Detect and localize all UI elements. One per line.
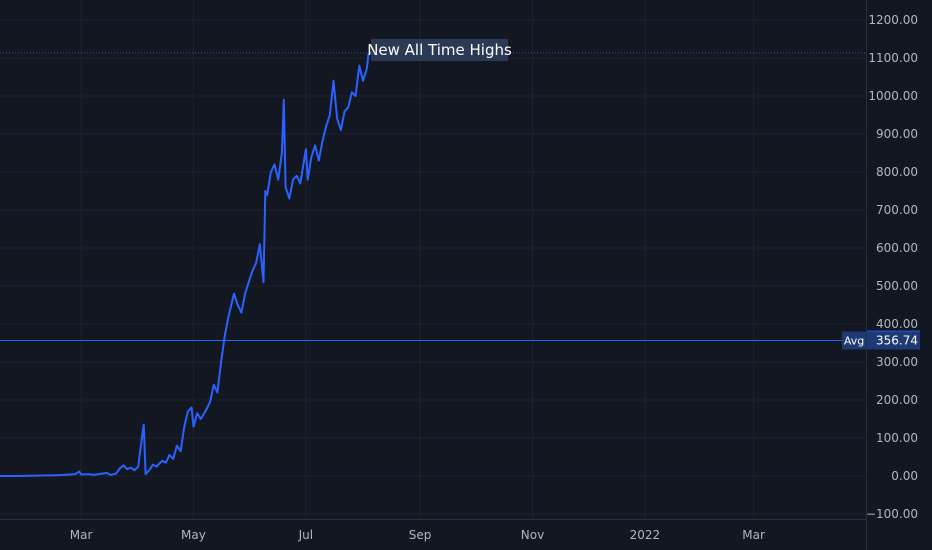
average-value-label: 356.74: [876, 333, 918, 347]
x-tick-label: Mar: [742, 528, 765, 542]
y-tick-label: 200.00: [876, 393, 918, 407]
y-tick-label: 500.00: [876, 279, 918, 293]
average-value-badge: [867, 331, 920, 350]
annotation-box: [371, 39, 508, 61]
price-series-line: [0, 51, 373, 477]
grid-lines: [0, 0, 866, 519]
y-tick-label: 0.00: [891, 469, 918, 483]
average-prefix-badge: [842, 331, 866, 350]
y-tick-label: 300.00: [876, 355, 918, 369]
annotation-text: New All Time Highs: [367, 41, 512, 59]
average-prefix: Avg: [844, 334, 864, 347]
y-tick-label: 700.00: [876, 203, 918, 217]
y-tick-label: −100.00: [866, 507, 918, 521]
x-tick-label: Mar: [70, 528, 93, 542]
y-tick-label: 1100.00: [868, 51, 918, 65]
y-axis: 1200.00 1100.00 1000.00 900.00 800.00 700.00 6…: [866, 13, 918, 521]
y-tick-label: 1200.00: [868, 13, 918, 27]
x-tick-label: Nov: [521, 528, 544, 542]
x-tick-label: Jul: [298, 528, 313, 542]
y-tick-label: 800.00: [876, 165, 918, 179]
x-tick-label: 2022: [630, 528, 661, 542]
y-tick-label: 1000.00: [868, 89, 918, 103]
y-tick-label: 400.00: [876, 317, 918, 331]
x-tick-label: May: [181, 528, 206, 542]
x-axis: Mar May Jul Sep Nov 2022 Mar: [70, 528, 765, 542]
y-tick-label: 100.00: [876, 431, 918, 445]
y-tick-label: 600.00: [876, 241, 918, 255]
x-tick-label: Sep: [409, 528, 432, 542]
y-tick-label: 900.00: [876, 127, 918, 141]
